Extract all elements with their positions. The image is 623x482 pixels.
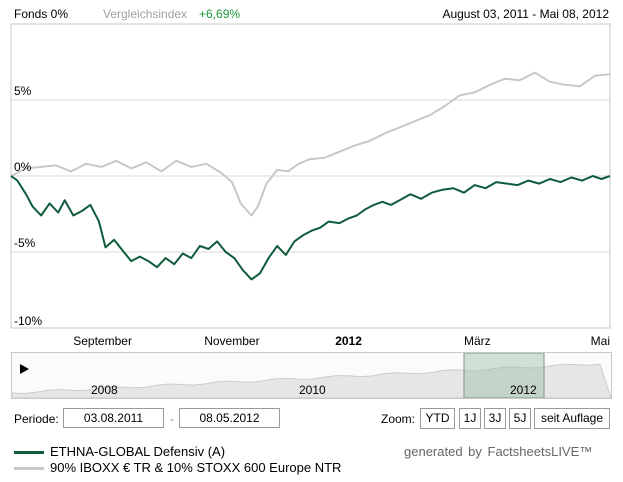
zoom-label: Zoom: — [381, 412, 416, 426]
y-tick-label: -10% — [14, 314, 43, 328]
zoom-3j-button[interactable]: 3J — [484, 408, 506, 429]
play-icon[interactable] — [20, 364, 29, 374]
main-chart — [10, 23, 611, 329]
date-range: August 03, 2011 - Mai 08, 2012 — [442, 7, 609, 21]
zoom-ytd-button[interactable]: YTD — [420, 408, 455, 429]
index-value: +6,69% — [199, 7, 241, 21]
index-label: Vergleichsindex — [103, 7, 188, 21]
date-from-input[interactable] — [63, 408, 164, 428]
x-tick-label: November — [204, 334, 260, 348]
x-tick-label: Mai — [590, 334, 610, 348]
series-line-fund — [10, 175, 611, 281]
zoom-1j-button[interactable]: 1J — [459, 408, 481, 429]
credit-text: generated by FactsheetsLIVE™ — [404, 444, 593, 459]
legend-fund-name: ETHNA-GLOBAL Defensiv (A) — [50, 444, 226, 459]
periode-label: Periode: — [14, 412, 59, 426]
controls-bar: Periode: - Zoom: YTD 1J 3J 5J seit Aufla… — [0, 404, 623, 432]
date-to-input[interactable] — [179, 408, 280, 428]
y-tick-label: -5% — [14, 236, 36, 250]
series-line-index — [10, 71, 611, 217]
y-tick-label: 5% — [14, 84, 32, 98]
nav-label-2012: 2012 — [510, 383, 537, 397]
x-tick-label: 2012 — [335, 334, 362, 348]
navigator-series — [12, 363, 611, 398]
nav-label-2008: 2008 — [91, 383, 118, 397]
time-navigator[interactable]: 2008 2010 2012 — [11, 352, 612, 399]
chart-header: Fonds 0% Vergleichsindex +6,69% August 0… — [0, 0, 623, 24]
fonds-label: Fonds 0% — [14, 7, 69, 21]
navigator-selection[interactable] — [463, 353, 545, 398]
y-tick-label: 0% — [14, 160, 32, 174]
zoom-5j-button[interactable]: 5J — [509, 408, 531, 429]
x-tick-label: September — [73, 334, 132, 348]
legend-index-swatch — [14, 467, 44, 470]
x-tick-label: März — [464, 334, 491, 348]
legend-fund-swatch — [14, 451, 44, 454]
date-separator: - — [170, 412, 174, 426]
nav-label-2010: 2010 — [299, 383, 326, 397]
zoom-seit-auflage-button[interactable]: seit Auflage — [534, 408, 610, 429]
legend-index-name: 90% IBOXX € TR & 10% STOXX 600 Europe NT… — [50, 460, 342, 475]
